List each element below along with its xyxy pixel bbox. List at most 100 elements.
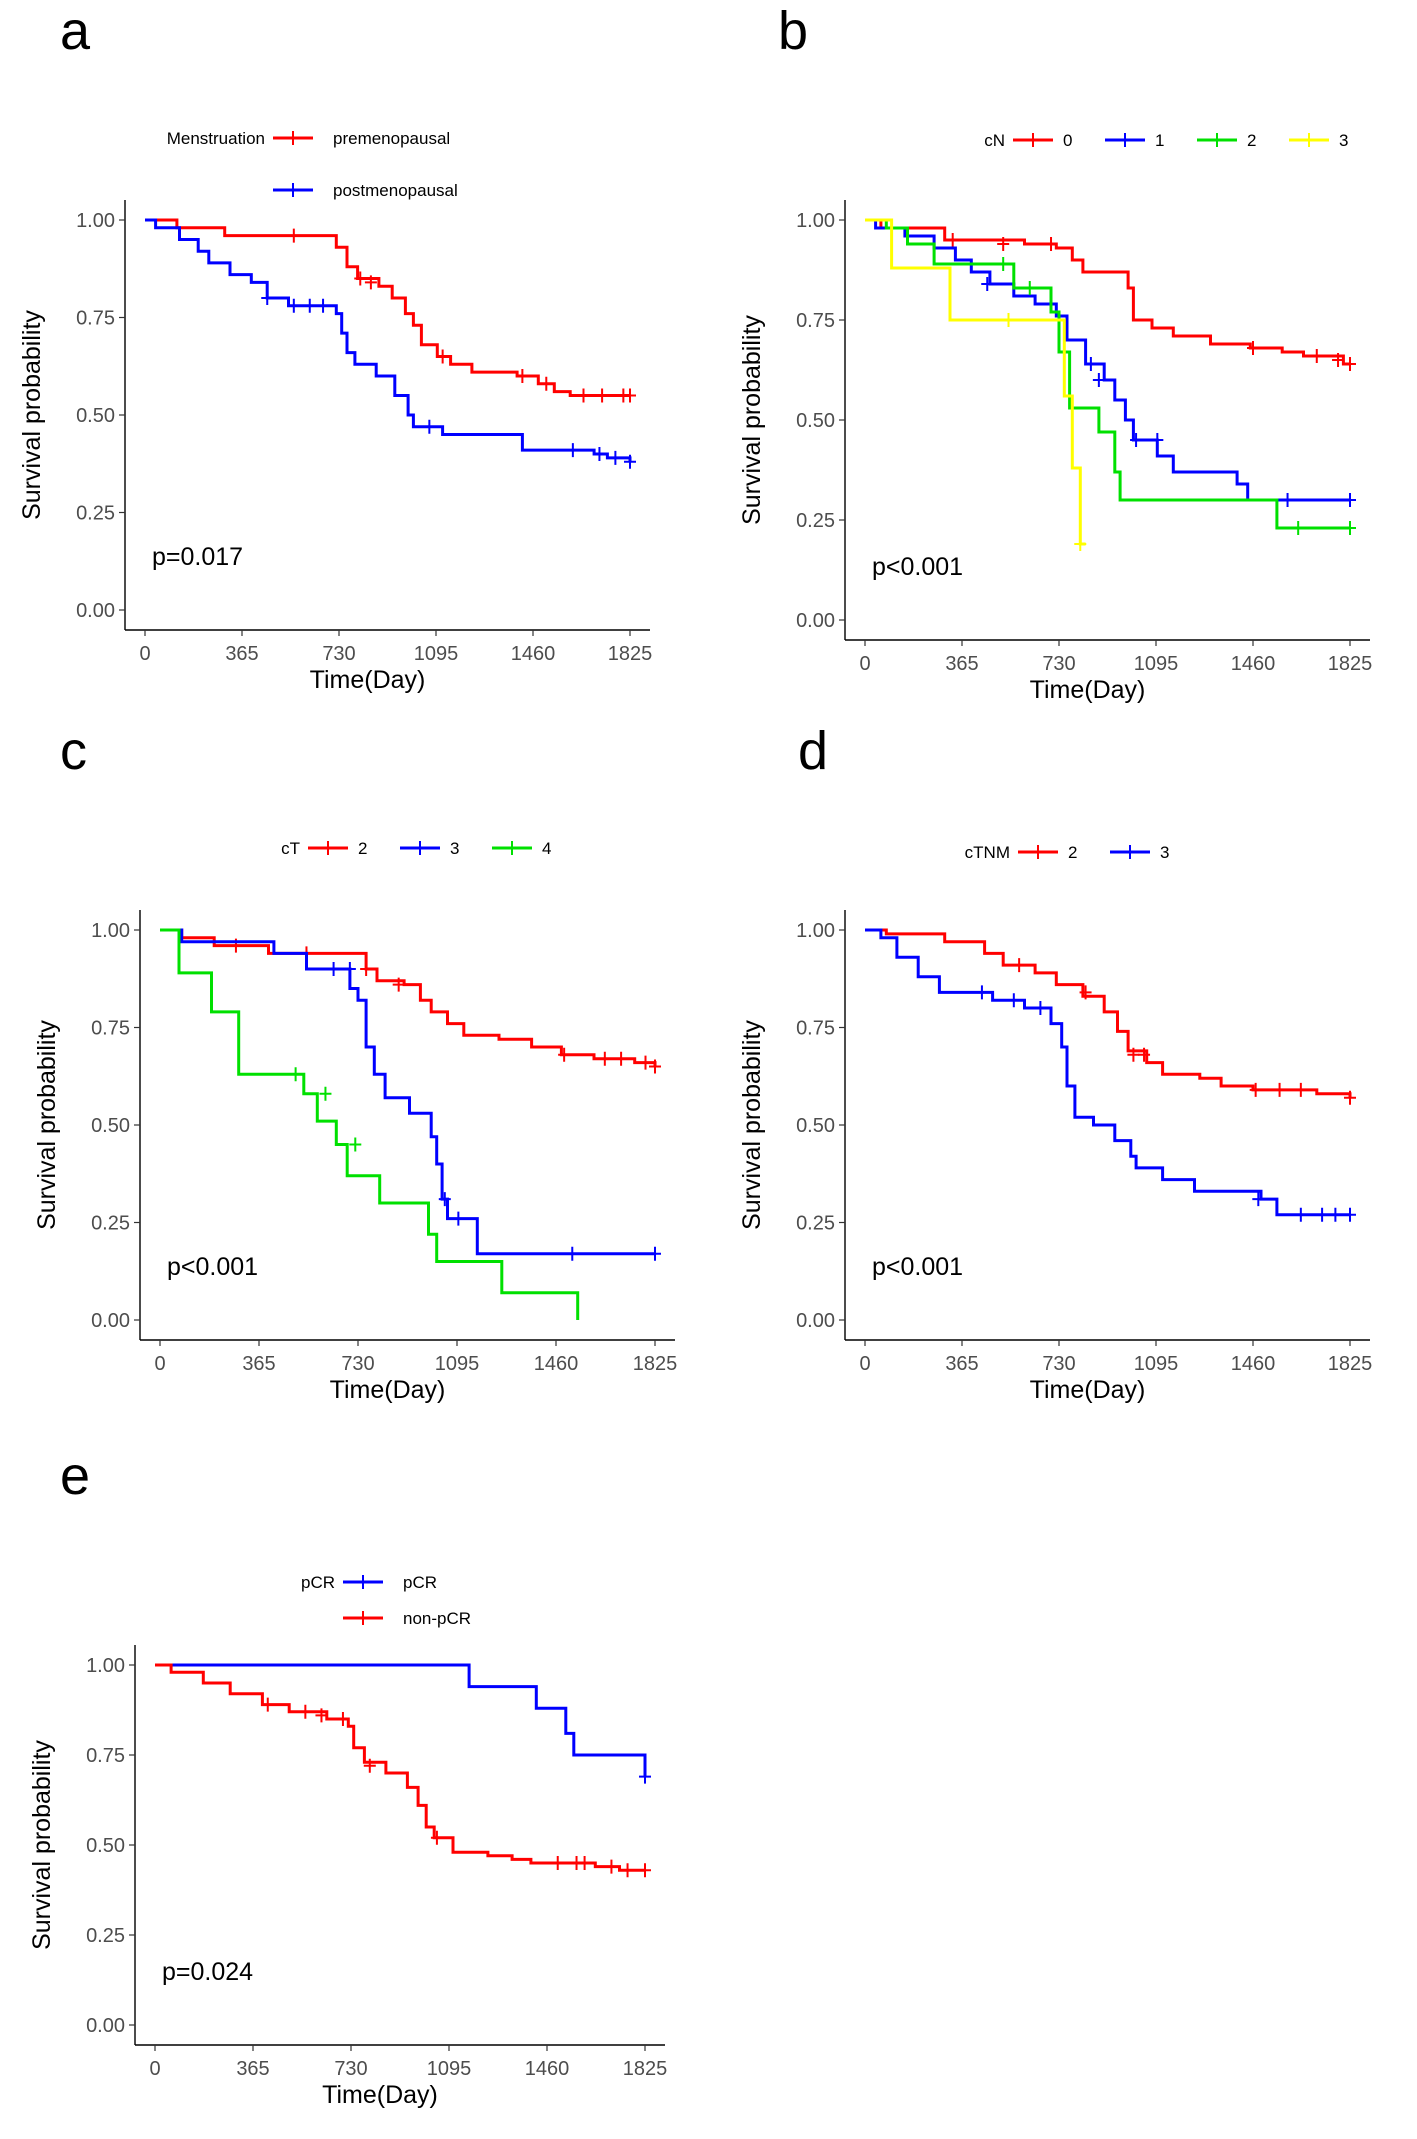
censor-mark (1273, 1082, 1286, 1097)
survival-curve-non-pCR (155, 1663, 645, 1872)
legend-key-cross (1119, 133, 1131, 147)
censor-mark (343, 962, 356, 976)
y-tick-label: 0.00 (796, 1310, 835, 1332)
x-tick-label: 730 (334, 2058, 367, 2080)
censor-mark (336, 1712, 349, 1726)
p-value: p=0.017 (152, 543, 243, 571)
survival-curve-2 (865, 928, 1352, 1098)
legend-label-3: 3 (1339, 131, 1348, 150)
censor-mark (649, 1059, 661, 1074)
y-tick-label: 0.75 (796, 310, 835, 332)
y-tick-label: 0.50 (86, 1835, 125, 1857)
survival-curve-premenopausal (145, 218, 630, 397)
p-value: p<0.001 (167, 1253, 258, 1281)
censor-mark (1079, 985, 1092, 1000)
censor-mark (975, 985, 988, 1000)
censor-mark (596, 388, 609, 403)
legend-label-pCR: pCR (403, 1573, 437, 1592)
y-tick-label: 1.00 (76, 210, 115, 232)
x-tick-label: 365 (945, 1353, 978, 1375)
y-axis-title: Survival probability (738, 1020, 766, 1230)
censor-mark (551, 1856, 564, 1870)
censor-mark (1151, 433, 1164, 447)
censor-mark (639, 1769, 651, 1784)
legend-key-cross (287, 131, 299, 145)
y-tick-label: 0.50 (76, 405, 115, 427)
km-chart-e: 0 365 730 1095 1460 1825 0.00 0.25 0.50 0.75 1.00 T… (28, 1573, 668, 2109)
censor-mark (287, 298, 300, 313)
x-tick-label: 0 (859, 653, 870, 675)
km-chart-a: 0 365 730 1095 1460 1825 0.00 0.25 0.50 0.75 1.00 T… (18, 129, 652, 694)
x-axis-title: Time(Day) (1030, 1376, 1146, 1404)
legend-title: Menstruation (167, 129, 265, 148)
censor-mark (423, 419, 436, 434)
x-tick-label: 1825 (623, 2058, 668, 2080)
legend-key-cross (287, 183, 299, 197)
legend-label-premenopausal: premenopausal (333, 129, 450, 148)
censor-mark (327, 962, 340, 976)
y-tick-label: 0.50 (796, 410, 835, 432)
y-tick-label: 1.00 (796, 920, 835, 942)
x-tick-label: 365 (236, 2058, 269, 2080)
censor-mark (1310, 349, 1323, 363)
x-tick-label: 1460 (525, 2058, 570, 2080)
legend-label-2: 2 (1247, 131, 1256, 150)
x-tick-label: 0 (139, 643, 150, 665)
survival-curve-3 (865, 218, 1086, 546)
legend-title: cT (281, 839, 300, 858)
legend-label-0: 0 (1063, 131, 1072, 150)
legend-key-cross (1027, 133, 1039, 147)
legend-key-cross (1303, 133, 1315, 147)
y-tick-label: 0.50 (91, 1115, 130, 1137)
y-tick-label: 0.25 (796, 510, 835, 532)
x-axis-title: Time(Day) (322, 2081, 438, 2109)
y-axis-title: Survival probability (28, 1740, 56, 1950)
censor-mark (1138, 1047, 1151, 1062)
censor-mark (317, 298, 330, 313)
censor-mark (1344, 357, 1356, 371)
censor-mark (1294, 1082, 1307, 1097)
legend-key-cross (357, 1575, 369, 1589)
x-axis-title: Time(Day) (310, 666, 426, 694)
censor-mark (303, 298, 316, 313)
legend-key-cross (1032, 845, 1044, 859)
survival-curve-2 (865, 218, 1350, 530)
censor-mark (261, 291, 274, 305)
y-tick-label: 0.25 (76, 503, 115, 525)
censor-mark (261, 1697, 274, 1712)
censor-mark (1013, 958, 1026, 973)
censor-mark (1249, 1082, 1262, 1097)
panel-letter-a: a (60, 1, 91, 61)
panel-letter-d: d (798, 721, 829, 781)
survival-curve-3 (160, 928, 655, 1256)
censor-mark (639, 1055, 652, 1070)
legend: Menstruation premenopausal postmenopausal (167, 129, 458, 200)
censor-mark (1316, 1207, 1329, 1222)
censor-mark (1344, 1090, 1356, 1105)
censor-mark (360, 962, 373, 976)
y-tick-label: 0.25 (91, 1213, 130, 1235)
x-tick-label: 1460 (1231, 653, 1276, 675)
censor-mark (621, 1863, 634, 1878)
y-tick-label: 0.00 (76, 600, 115, 622)
censor-mark (997, 237, 1010, 251)
censor-mark (981, 277, 994, 291)
censor-mark (287, 228, 300, 243)
km-chart-b: 0 365 730 1095 1460 1825 0.00 0.25 0.50 0.75 1.00 T… (738, 131, 1372, 704)
panel-letter-b: b (778, 1, 809, 61)
censor-mark (1130, 433, 1143, 447)
censor-mark (566, 1246, 579, 1261)
censor-mark (354, 271, 367, 286)
y-tick-label: 1.00 (86, 1655, 125, 1677)
y-axis-title: Survival probability (738, 315, 766, 525)
censor-mark (315, 1708, 328, 1723)
censor-mark (1002, 313, 1015, 327)
survival-curve-postmenopausal (145, 218, 632, 462)
x-axis-title: Time(Day) (1030, 676, 1146, 704)
y-tick-label: 0.00 (796, 610, 835, 632)
legend-key-cross (1211, 133, 1223, 147)
x-tick-label: 730 (1042, 653, 1075, 675)
y-tick-label: 0.25 (796, 1213, 835, 1235)
censor-mark (598, 1051, 611, 1066)
y-tick-label: 0.75 (86, 1745, 125, 1767)
